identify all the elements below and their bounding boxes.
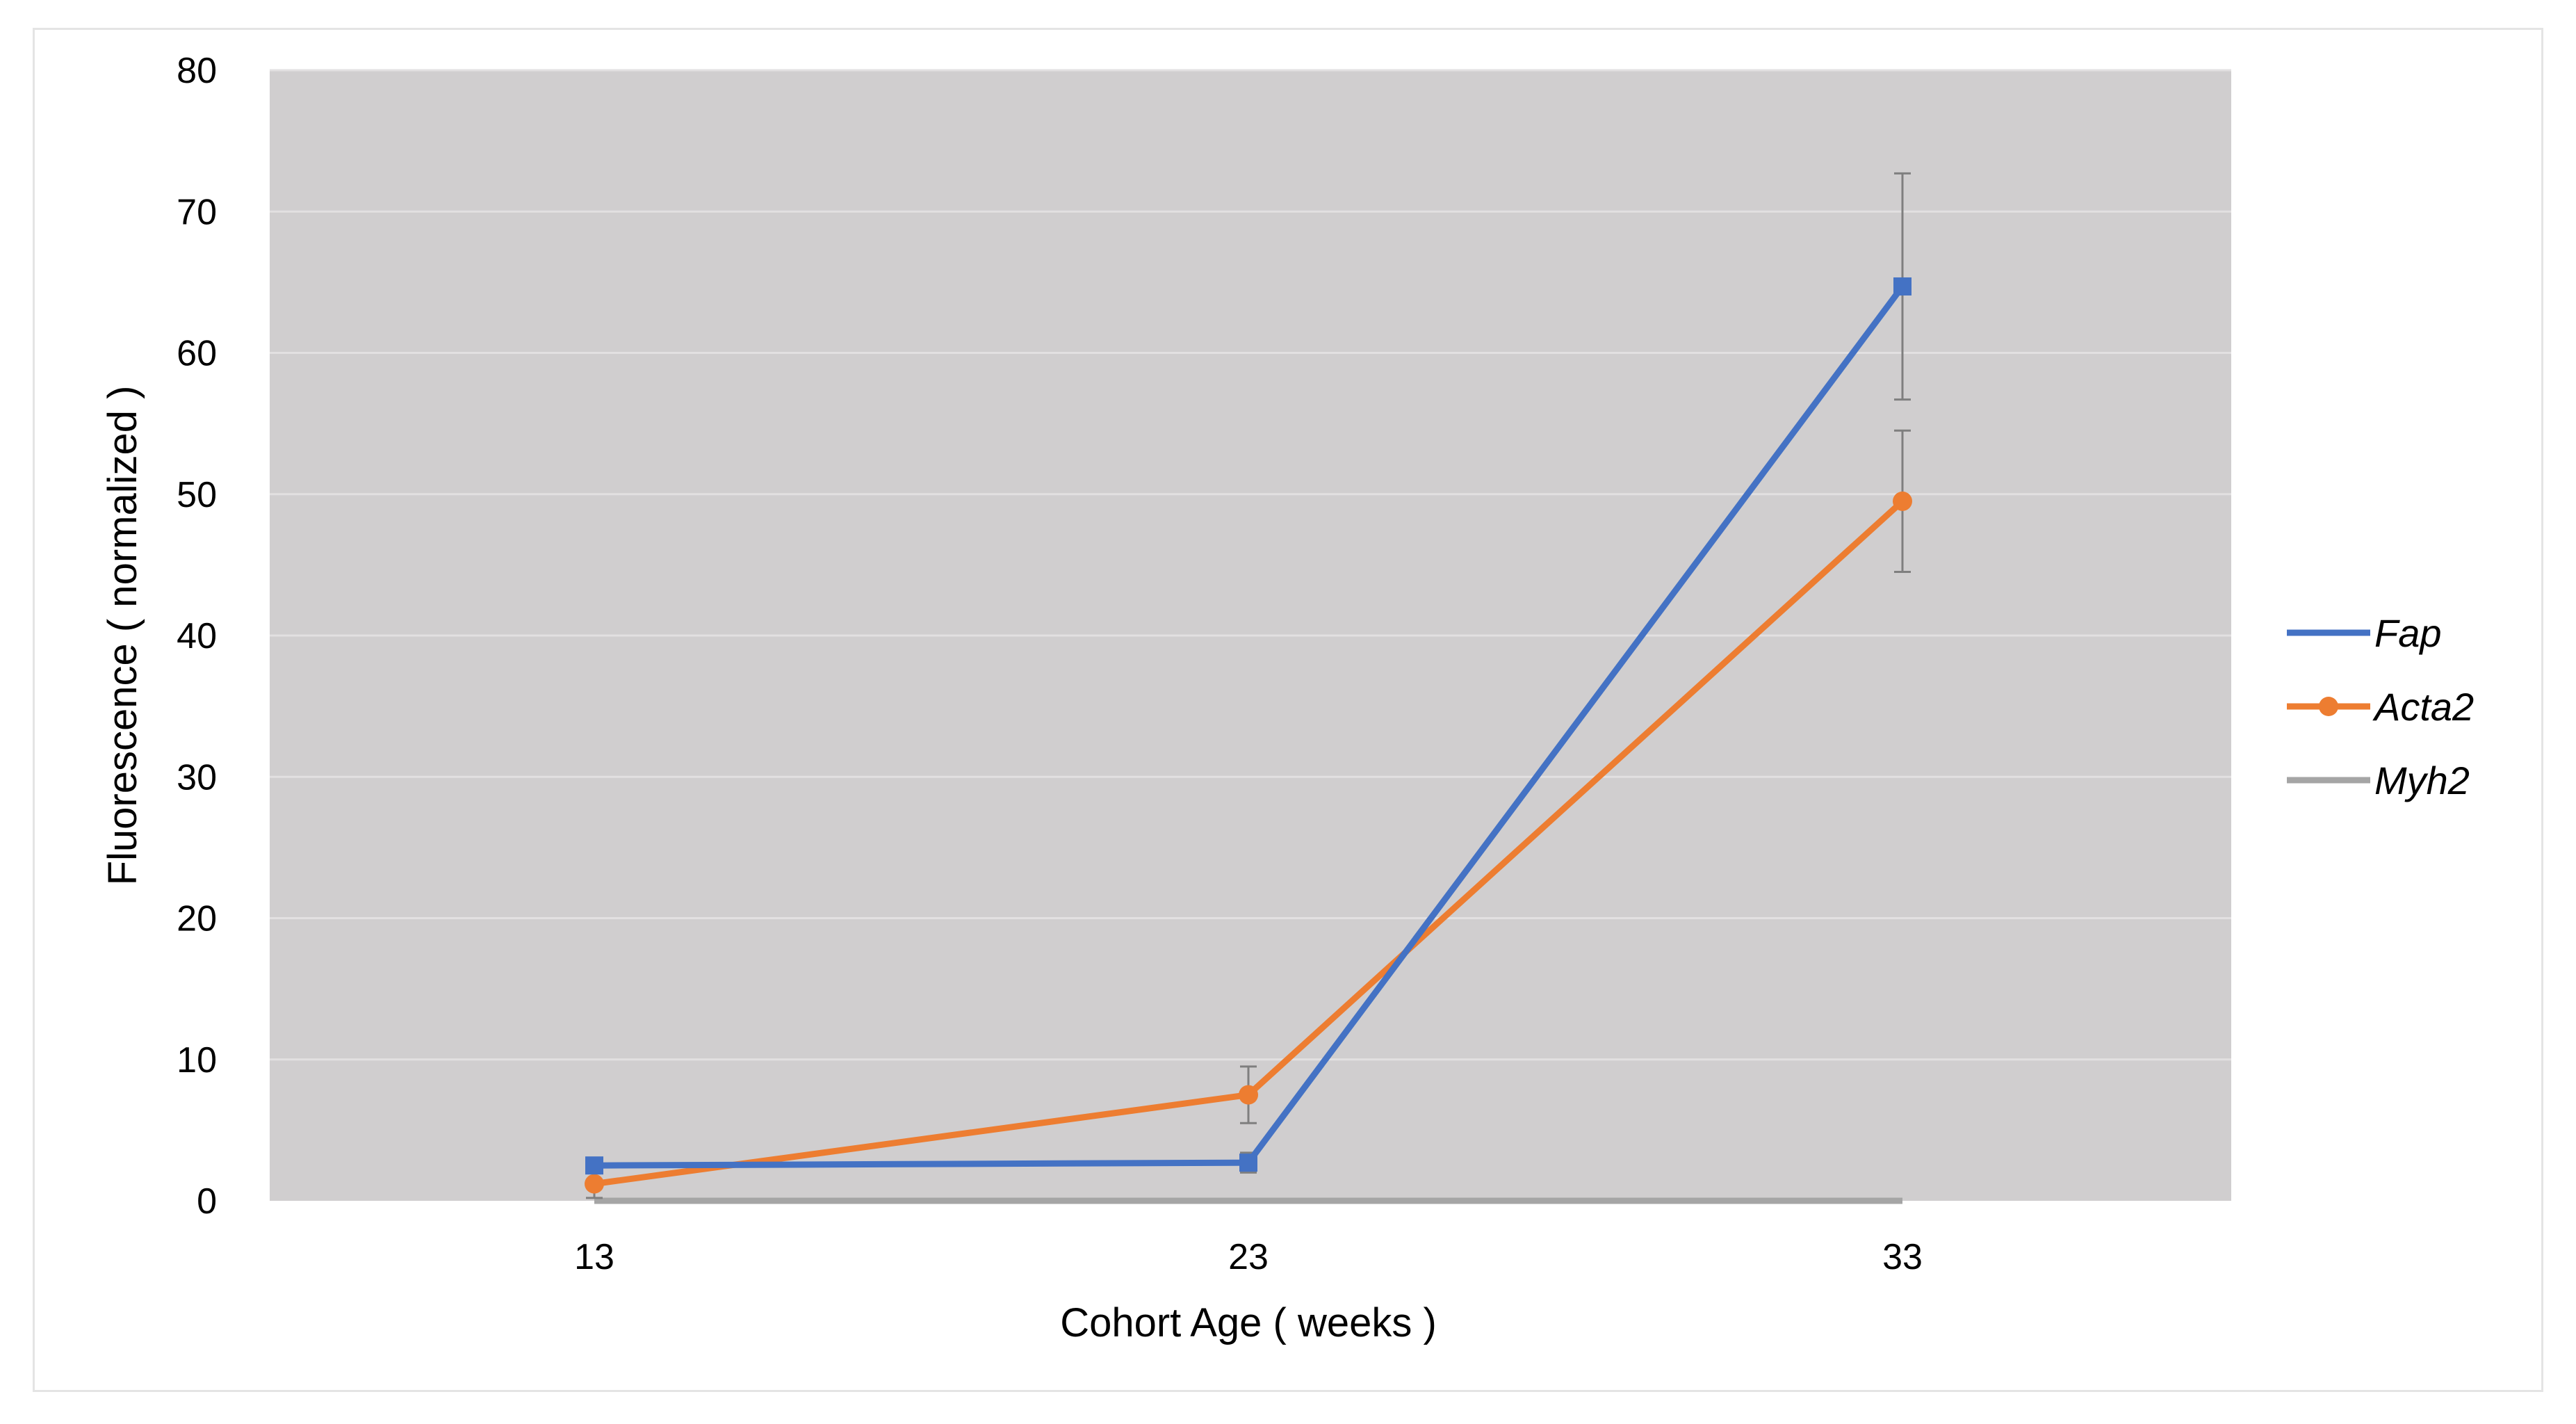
legend-label: Myh2 [2374,759,2470,802]
legend-item-myh2: Myh2 [2287,759,2470,802]
y-axis-title: Fluorescence ( normalized ) [100,386,145,886]
y-tick-label: 50 [177,475,217,515]
data-point [1239,1154,1257,1172]
x-tick-label: 33 [1882,1237,1923,1277]
series-fap [585,172,1911,1175]
y-tick-label: 60 [177,334,217,374]
data-point [585,1156,603,1175]
series-acta2 [585,429,1912,1199]
data-point [585,1174,604,1194]
y-axis-ticks: 0 10 20 30 40 50 60 70 80 [177,51,217,1222]
y-tick-label: 80 [177,51,217,91]
y-tick-label: 70 [177,192,217,232]
data-point [1239,1085,1258,1105]
data-point [1893,491,1912,511]
legend-label: Acta2 [2372,685,2474,729]
data-point [1893,277,1911,296]
legend-label: Fap [2374,611,2442,655]
gridlines [270,69,2231,1061]
y-tick-label: 0 [197,1181,217,1222]
y-tick-label: 40 [177,616,217,656]
y-tick-label: 10 [177,1040,217,1081]
legend-item-acta2: Acta2 [2287,685,2474,729]
y-tick-label: 20 [177,899,217,939]
y-tick-label: 30 [177,757,217,798]
series-layer [585,172,1912,1204]
x-tick-label: 23 [1228,1237,1269,1277]
x-axis-title: Cohort Age ( weeks ) [1060,1300,1437,1345]
x-tick-label: 13 [574,1237,614,1277]
legend-item-fap: Fap [2287,611,2442,655]
x-axis-ticks: 13 23 33 [574,1237,1923,1277]
legend: Fap Acta2 Myh2 [2287,611,2474,802]
legend-marker [2319,697,2338,716]
